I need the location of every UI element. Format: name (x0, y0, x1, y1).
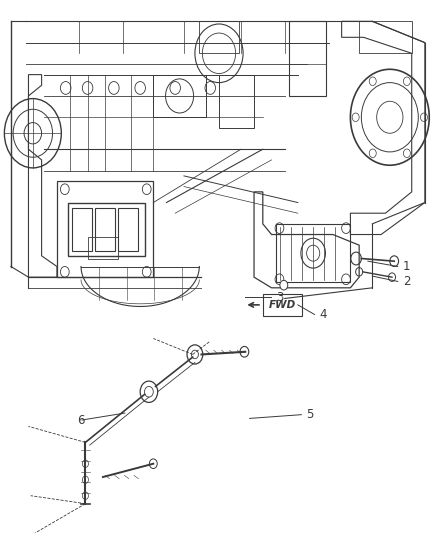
Text: 2: 2 (403, 275, 410, 288)
Bar (263, 294, 302, 316)
Bar (68, 203, 145, 256)
Bar (276, 224, 350, 282)
Circle shape (280, 280, 288, 290)
Circle shape (82, 476, 88, 483)
Bar (118, 208, 138, 251)
Text: 3: 3 (276, 291, 283, 304)
Bar (199, 21, 239, 53)
Bar (359, 21, 412, 53)
Bar (219, 75, 254, 128)
Circle shape (82, 492, 88, 499)
Bar (88, 237, 118, 259)
Text: 4: 4 (320, 308, 327, 321)
Text: 6: 6 (77, 414, 84, 426)
Text: 1: 1 (403, 260, 410, 273)
Circle shape (351, 252, 361, 265)
Circle shape (149, 459, 157, 469)
Bar (289, 21, 326, 96)
Circle shape (82, 460, 88, 467)
Bar (95, 208, 115, 251)
Bar (153, 75, 206, 117)
Text: 5: 5 (307, 408, 314, 421)
Bar (57, 181, 153, 277)
Circle shape (390, 256, 399, 266)
Circle shape (389, 273, 396, 281)
Circle shape (356, 268, 363, 276)
Text: FWD: FWD (269, 300, 296, 310)
Circle shape (240, 346, 249, 357)
Bar (72, 208, 92, 251)
